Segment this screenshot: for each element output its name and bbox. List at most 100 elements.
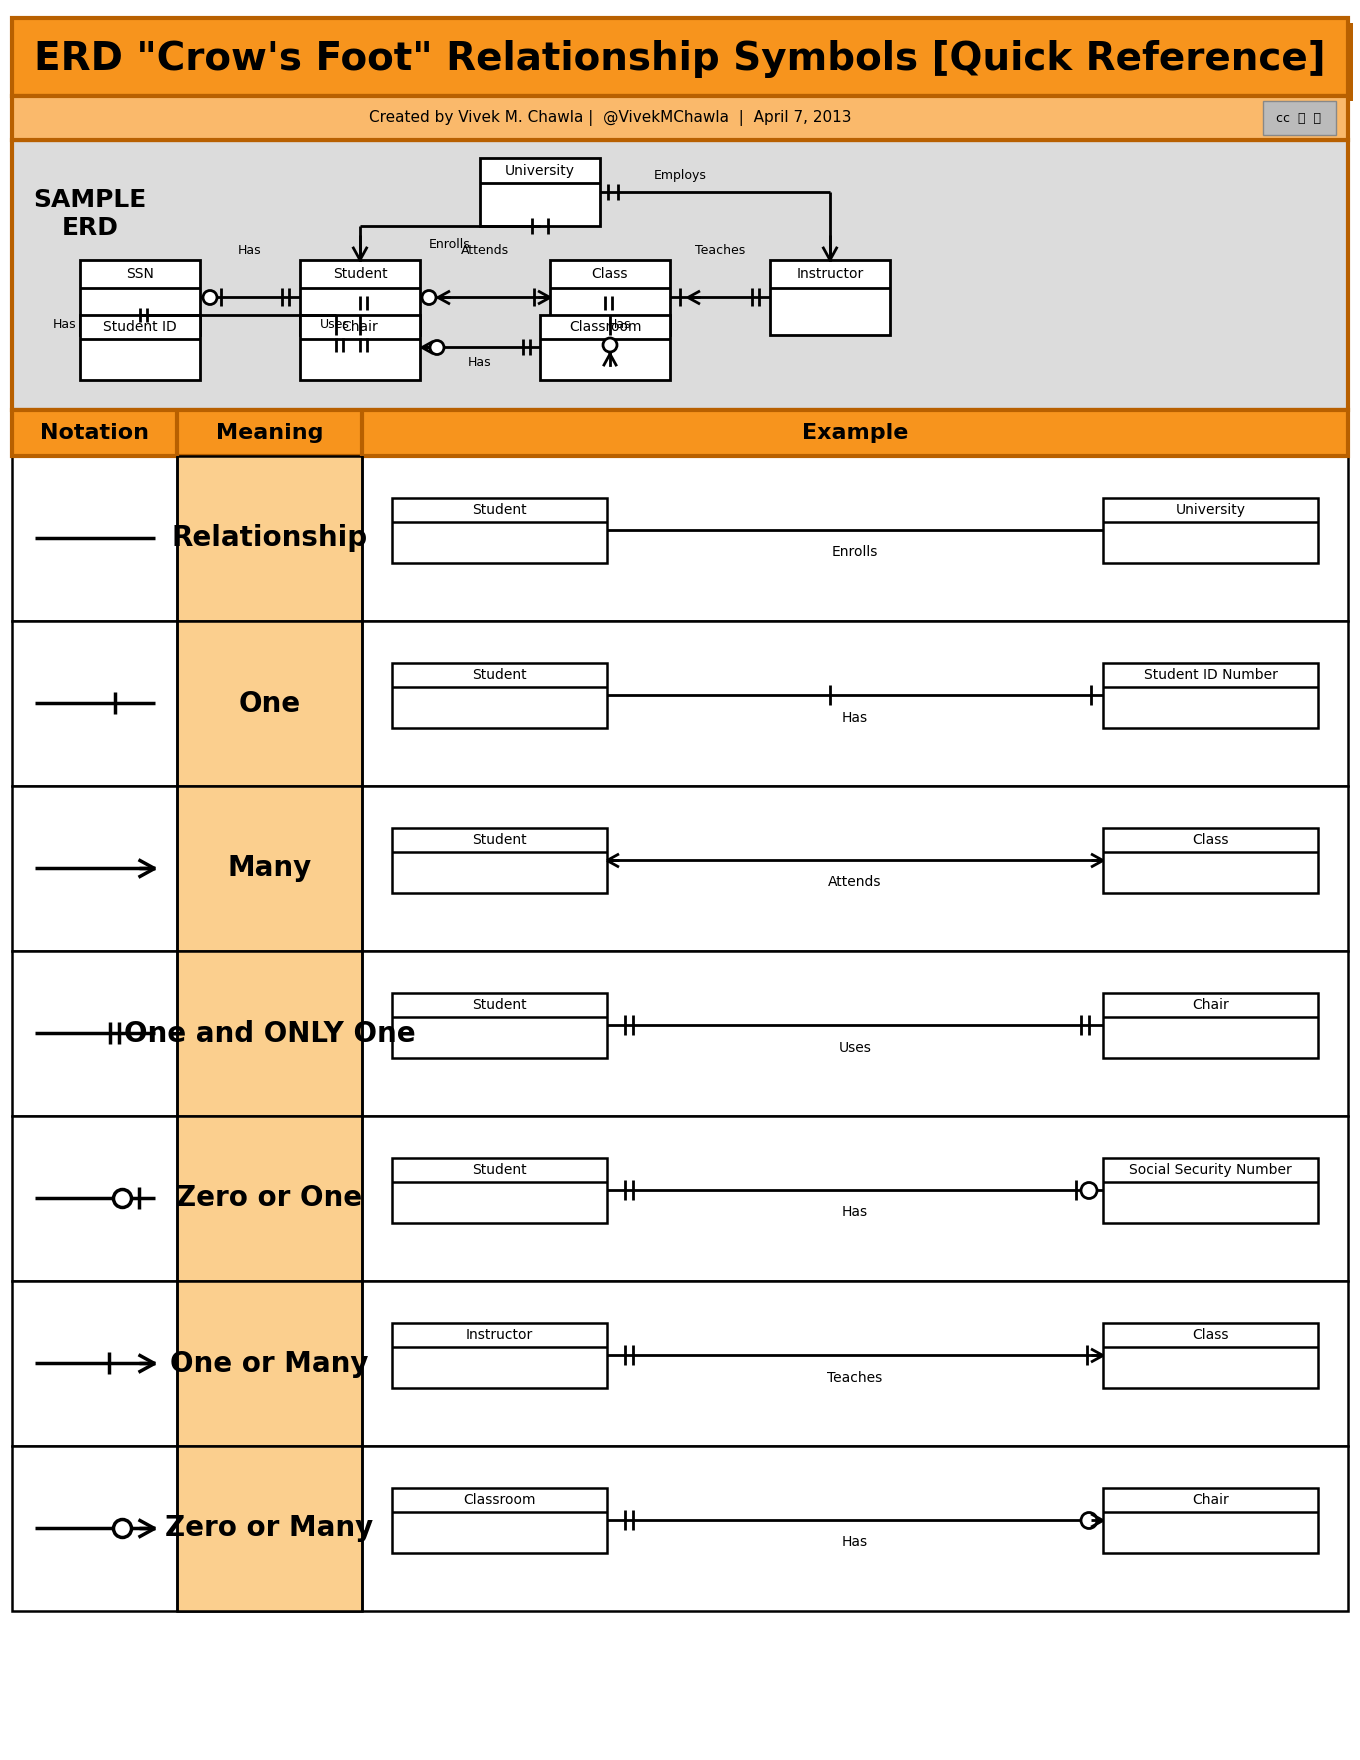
Text: Attends: Attends (461, 243, 509, 257)
Text: Has: Has (53, 319, 76, 331)
Text: Classroom: Classroom (464, 1492, 536, 1507)
Circle shape (602, 338, 617, 352)
Circle shape (1081, 1183, 1098, 1199)
Bar (80, 260, 200, 334)
Circle shape (430, 340, 443, 354)
Bar (301, 260, 420, 334)
Text: Teaches: Teaches (695, 243, 745, 257)
Text: Student: Student (472, 503, 526, 517)
Bar (177, 1447, 362, 1610)
Bar (480, 158, 600, 225)
Bar (16, 23, 1353, 100)
Circle shape (113, 1190, 132, 1207)
Text: Student: Student (333, 268, 388, 282)
Text: Uses: Uses (839, 1040, 872, 1054)
Bar (12, 18, 1348, 97)
Text: Has: Has (468, 356, 492, 370)
Text: Student: Student (472, 1163, 526, 1177)
Bar (1103, 1487, 1318, 1552)
Text: cc  ⓘ  Ⓡ: cc ⓘ Ⓡ (1277, 111, 1322, 125)
Text: Uses: Uses (320, 319, 350, 331)
Text: One and ONLY One: One and ONLY One (124, 1019, 415, 1047)
Bar (177, 1281, 362, 1447)
Bar (177, 456, 362, 621)
Bar (549, 260, 670, 334)
Text: University: University (505, 164, 575, 178)
Text: One or Many: One or Many (170, 1350, 369, 1378)
Bar (12, 950, 1348, 1116)
Bar (392, 993, 607, 1058)
Bar (177, 621, 362, 787)
Text: Student: Student (472, 832, 526, 847)
Text: Class: Class (592, 268, 628, 282)
Text: Student: Student (472, 998, 526, 1012)
Bar (177, 950, 362, 1116)
Text: Instructor: Instructor (797, 268, 864, 282)
Bar (392, 1324, 607, 1389)
Text: Zero or Many: Zero or Many (166, 1515, 374, 1542)
Text: Student ID: Student ID (103, 320, 177, 334)
Bar (392, 1158, 607, 1223)
Bar (177, 1116, 362, 1281)
Text: Teaches: Teaches (827, 1371, 883, 1385)
Bar (770, 260, 889, 334)
Text: Zero or One: Zero or One (177, 1184, 363, 1213)
Text: Instructor: Instructor (466, 1329, 533, 1343)
Text: Has: Has (608, 319, 632, 331)
Bar (12, 1116, 1348, 1281)
Bar (12, 410, 1348, 456)
Bar (12, 141, 1348, 410)
Bar (301, 315, 420, 380)
Text: Enrolls: Enrolls (428, 238, 471, 250)
Bar (12, 787, 1348, 950)
Text: Class: Class (1193, 1329, 1228, 1343)
Text: Chair: Chair (341, 320, 378, 334)
Text: SSN: SSN (126, 268, 154, 282)
Bar (392, 827, 607, 892)
Text: Has: Has (842, 1535, 868, 1549)
Text: Enrolls: Enrolls (832, 546, 879, 560)
Text: Employs: Employs (654, 169, 706, 183)
Bar (177, 787, 362, 950)
Circle shape (1081, 1512, 1098, 1528)
Bar (12, 1281, 1348, 1447)
Text: Relationship: Relationship (171, 524, 367, 553)
Text: Has: Has (842, 711, 868, 725)
Bar (12, 97, 1348, 141)
Bar (12, 1447, 1348, 1610)
Text: Example: Example (802, 422, 908, 444)
Text: ERD: ERD (61, 216, 118, 239)
Text: Social Security Number: Social Security Number (1129, 1163, 1292, 1177)
Text: Has: Has (842, 1206, 868, 1220)
Bar (392, 664, 607, 729)
Bar (392, 1487, 607, 1552)
Text: Attends: Attends (828, 875, 881, 889)
Bar (12, 456, 1348, 621)
Text: Student ID Number: Student ID Number (1144, 669, 1277, 683)
Bar (392, 498, 607, 563)
Text: Created by Vivek M. Chawla |  @VivekMChawla  |  April 7, 2013: Created by Vivek M. Chawla | @VivekMChaw… (369, 109, 851, 127)
Text: University: University (1175, 503, 1246, 517)
Text: Notation: Notation (39, 422, 150, 444)
Text: Chair: Chair (1193, 998, 1229, 1012)
Circle shape (422, 290, 437, 304)
Bar (1103, 827, 1318, 892)
Text: Meaning: Meaning (216, 422, 324, 444)
Bar (1263, 100, 1336, 136)
Bar (12, 621, 1348, 787)
Text: Many: Many (227, 855, 311, 882)
Circle shape (203, 290, 218, 304)
Text: Classroom: Classroom (568, 320, 642, 334)
Text: Class: Class (1193, 832, 1228, 847)
Circle shape (113, 1519, 132, 1538)
Bar (1103, 1158, 1318, 1223)
Bar (1103, 664, 1318, 729)
Text: Has: Has (238, 243, 262, 257)
Bar (1103, 498, 1318, 563)
Bar (80, 315, 200, 380)
Bar (1103, 993, 1318, 1058)
Text: ERD "Crow's Foot" Relationship Symbols [Quick Reference]: ERD "Crow's Foot" Relationship Symbols [… (34, 40, 1326, 77)
Bar (540, 315, 670, 380)
Text: Student: Student (472, 669, 526, 683)
Text: Chair: Chair (1193, 1492, 1229, 1507)
